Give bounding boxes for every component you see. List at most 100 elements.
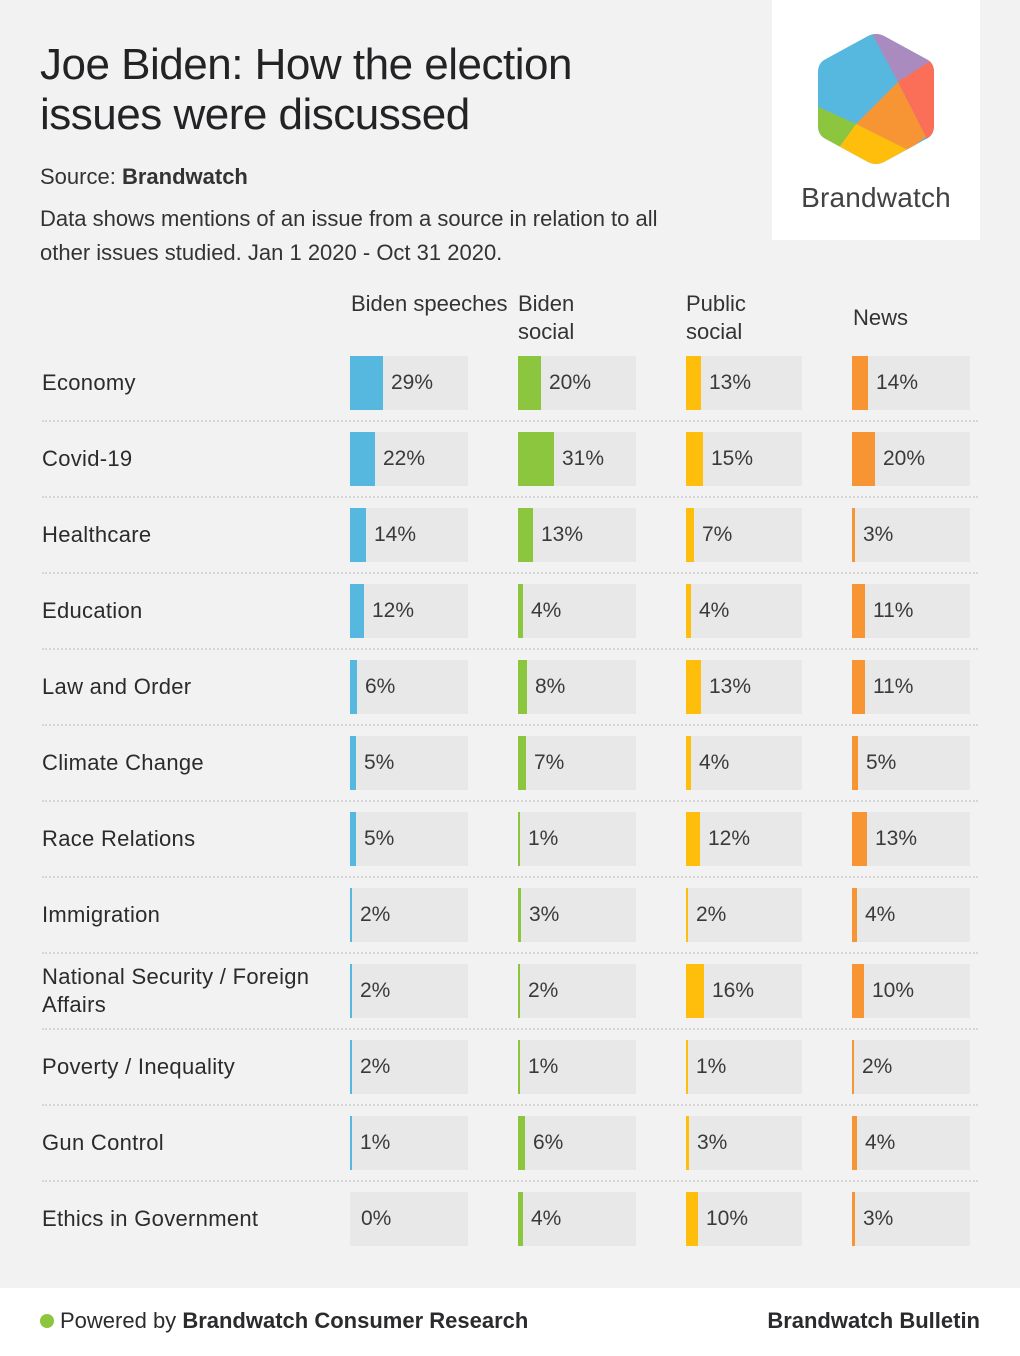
row-divider [42,648,978,650]
value-label: 2% [360,1055,391,1078]
value-bar [852,1040,854,1094]
value-bar [518,964,520,1018]
row-divider [42,876,978,878]
value-bar [686,432,703,486]
page-title: Joe Biden: How the election issues were … [40,40,572,139]
value-cell: 14% [350,508,468,562]
powered-name: Brandwatch Consumer Research [182,1308,529,1333]
value-label: 12% [708,827,751,850]
value-cell: 2% [350,1040,468,1094]
row-divider [42,800,978,802]
value-label: 3% [863,523,894,546]
value-cell: 12% [350,584,468,638]
value-label: 3% [529,903,560,926]
value-label: 2% [696,903,727,926]
footer: Powered by Brandwatch Consumer Research … [0,1288,1020,1356]
value-label: 4% [865,903,896,926]
value-bar [852,660,865,714]
value-cell: 6% [518,1116,636,1170]
value-label: 3% [697,1131,728,1154]
table-row: National Security / Foreign Affairs 2% 2% 1… [40,964,980,1040]
column-header-biden-social: Biden social [518,291,575,344]
value-cell: 10% [686,1192,802,1246]
value-bar [518,584,523,638]
value-cell: 6% [350,660,468,714]
value-label: 29% [391,371,434,394]
row-divider [42,952,978,954]
value-label: 1% [360,1131,391,1154]
value-bar [686,812,700,866]
value-cell: 2% [518,964,636,1018]
row-divider [42,496,978,498]
value-bar [518,888,521,942]
issue-label: Covid-19 [42,446,133,471]
value-label: 13% [541,523,584,546]
table-row: Education 12% 4% 4% 11% [40,584,980,660]
value-bar [852,1116,857,1170]
issue-label: Ethics in Government [42,1206,259,1231]
table-row: Healthcare 14% 13% 7% 3% [40,508,980,584]
value-cell: 2% [350,964,468,1018]
value-bar [350,660,357,714]
value-cell: 1% [686,1040,802,1094]
value-bar [686,888,688,942]
value-cell: 7% [686,508,802,562]
value-cell: 0% [350,1192,468,1246]
value-cell: 8% [518,660,636,714]
value-label: 10% [706,1207,749,1230]
issue-label: Climate Change [42,750,204,775]
value-bar [852,812,867,866]
issues-table: Economy 29% 20% 13% 14% Covid-19 22% 31% 15% 20% H… [40,356,980,1268]
value-label: 12% [372,599,415,622]
value-label: 16% [712,979,755,1002]
value-bar [518,1192,523,1246]
value-label: 13% [709,675,752,698]
value-label: 4% [865,1131,896,1154]
issue-label: Healthcare [42,522,152,547]
column-header-biden-speeches: Biden speeches [351,291,508,316]
footer-brand: Brandwatch Bulletin [767,1308,980,1333]
value-label: 8% [535,675,566,698]
value-bar [518,508,533,562]
value-cell: 20% [518,356,636,410]
value-cell: 1% [518,812,636,866]
value-label: 13% [875,827,918,850]
value-cell: 3% [518,888,636,942]
value-bar [852,1192,855,1246]
row-divider [42,572,978,574]
row-divider [42,1028,978,1030]
value-cell: 2% [350,888,468,942]
value-cell: 2% [852,1040,970,1094]
value-cell: 16% [686,964,802,1018]
issue-label: National Security / Foreign Affairs [42,964,310,1017]
value-cell: 1% [350,1116,468,1170]
issue-label: Law and Order [42,674,192,699]
row-divider [42,420,978,422]
value-cell: 10% [852,964,970,1018]
value-bar [686,584,691,638]
value-cell: 4% [518,584,636,638]
value-cell: 2% [686,888,802,942]
value-cell: 29% [350,356,468,410]
value-label: 7% [534,751,565,774]
table-row: Gun Control 1% 6% 3% 4% [40,1116,980,1192]
value-label: 10% [872,979,915,1002]
value-bar [350,584,364,638]
table-row: Immigration 2% 3% 2% 4% [40,888,980,964]
value-label: 20% [549,371,592,394]
value-bar [518,1116,525,1170]
powered-by: Powered by Brandwatch Consumer Research [40,1308,528,1334]
value-bar [350,1040,352,1094]
description: Data shows mentions of an issue from a s… [40,206,658,265]
value-cell: 4% [518,1192,636,1246]
value-label: 1% [528,1055,559,1078]
value-cell: 11% [852,660,970,714]
value-cell: 12% [686,812,802,866]
value-bar [686,1040,688,1094]
brandwatch-hexagon-logo-icon [818,34,934,164]
value-label: 1% [528,827,559,850]
value-label: 11% [873,599,914,622]
row-divider [42,724,978,726]
value-cell: 20% [852,432,970,486]
value-label: 22% [383,447,426,470]
